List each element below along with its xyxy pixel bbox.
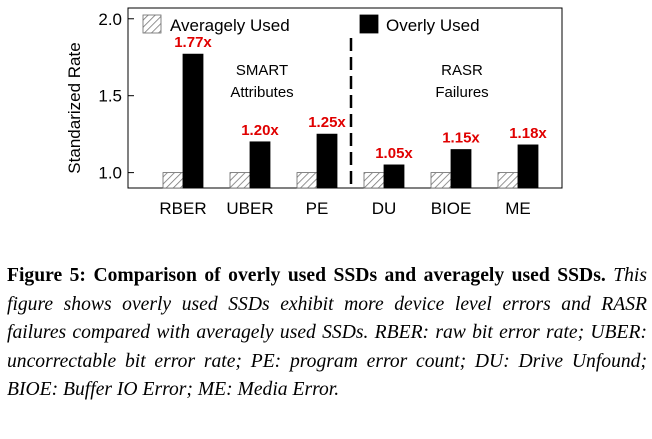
data-label: 1.77x (174, 34, 212, 51)
y-axis-label: Standarized Rate (65, 42, 84, 173)
caption-body: This figure shows overly used SSDs exhib… (7, 265, 647, 401)
group-label: SMART (236, 62, 288, 79)
bar-averagely-used (229, 172, 251, 189)
bar-averagely-used (363, 172, 385, 189)
group-label: RASR (441, 62, 483, 79)
bar-overly-used (182, 53, 204, 189)
data-label: 1.25x (308, 114, 346, 131)
bar-overly-used (383, 164, 405, 189)
bar-averagely-used (497, 172, 519, 189)
x-tick-label: PE (306, 199, 329, 218)
legend-swatch-averagely-used (142, 14, 162, 34)
caption-title: Figure 5: Comparison of overly used SSDs… (7, 265, 606, 286)
x-tick-label: RBER (159, 199, 206, 218)
group-label: Failures (435, 84, 488, 101)
bar-overly-used (517, 144, 539, 189)
bar-overly-used (450, 149, 472, 189)
bar-averagely-used (430, 172, 452, 189)
x-tick-label: DU (372, 199, 397, 218)
figure-caption: Figure 5: Comparison of overly used SSDs… (7, 262, 647, 405)
x-tick-label: ME (505, 199, 531, 218)
annotations: 1.77x 1.20x 1.25x 1.05x 1.15x 1.18x (174, 34, 547, 162)
axes: 1.0 1.5 2.0 Standarized Rate RBER UBER PE DU BIO… (65, 10, 531, 218)
x-tick-label: UBER (226, 199, 273, 218)
legend-label-overly-used: Overly Used (386, 16, 480, 35)
group-label: Attributes (230, 84, 293, 101)
bar-overly-used (316, 133, 338, 189)
data-label: 1.15x (442, 130, 480, 147)
x-tick-label: BIOE (431, 199, 472, 218)
bar-averagely-used (162, 172, 184, 189)
data-label: 1.18x (509, 125, 547, 142)
y-tick-label: 1.5 (98, 87, 122, 106)
data-label: 1.05x (375, 145, 413, 162)
bar-averagely-used (296, 172, 318, 189)
bars (162, 53, 539, 189)
legend: Averagely Used Overly Used (142, 14, 480, 35)
bar-overly-used (249, 141, 271, 189)
y-tick-label: 2.0 (98, 10, 122, 29)
bar-chart: 1.77x 1.20x 1.25x 1.05x 1.15x 1.18x 1.0 1.5 2.0… (65, 7, 563, 218)
plot-border (127, 7, 563, 189)
y-tick-label: 1.0 (98, 164, 122, 183)
plot-area (127, 7, 563, 189)
group-labels: SMART Attributes RASR Failures (230, 62, 488, 101)
data-label: 1.20x (241, 122, 279, 139)
legend-swatch-overly-used (359, 14, 379, 34)
legend-label-averagely-used: Averagely Used (170, 16, 290, 35)
